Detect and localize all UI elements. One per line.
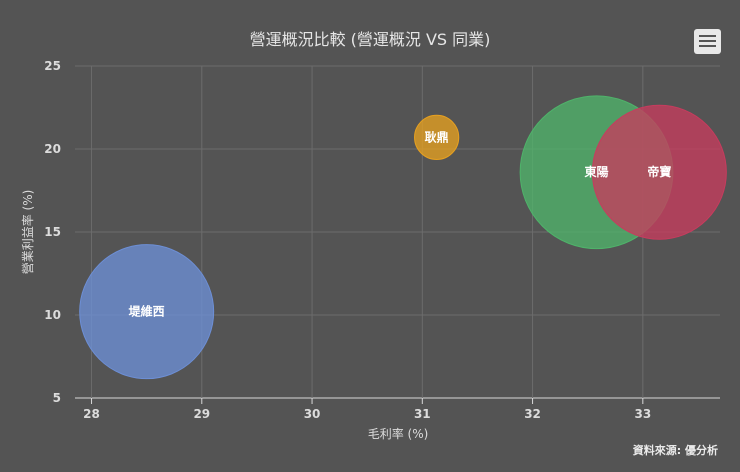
bubble-label: 堤維西 xyxy=(129,304,165,319)
x-tick-label: 31 xyxy=(414,407,431,421)
hamburger-menu-icon[interactable] xyxy=(694,29,721,54)
bubble-label: 東陽 xyxy=(585,164,609,179)
x-tick-label: 29 xyxy=(193,407,210,421)
bubble-label: 耿鼎 xyxy=(425,130,449,144)
bubble-堤維西[interactable] xyxy=(79,244,215,380)
x-tick-label: 32 xyxy=(524,407,541,421)
y-tick-label: 20 xyxy=(44,142,61,156)
x-tick-label: 28 xyxy=(83,407,100,421)
bubble-耿鼎[interactable] xyxy=(414,114,460,160)
x-tick-label: 30 xyxy=(304,407,321,421)
y-tick-label: 25 xyxy=(44,59,61,73)
y-tick-label: 10 xyxy=(44,308,61,322)
y-tick-label: 15 xyxy=(44,225,61,239)
x-tick-label: 33 xyxy=(634,407,651,421)
chart-title: 營運概況比較 (營運概況 VS 同業) xyxy=(249,30,491,49)
y-axis-label: 營業利益率 (%) xyxy=(20,190,35,275)
source-credit: 資料來源: 優分析 xyxy=(632,444,718,457)
x-axis-label: 毛利率 (%) xyxy=(368,426,429,441)
y-tick-label: 5 xyxy=(53,391,61,405)
bubble-帝寶[interactable] xyxy=(591,104,727,240)
bubble-label: 帝寶 xyxy=(647,164,671,179)
